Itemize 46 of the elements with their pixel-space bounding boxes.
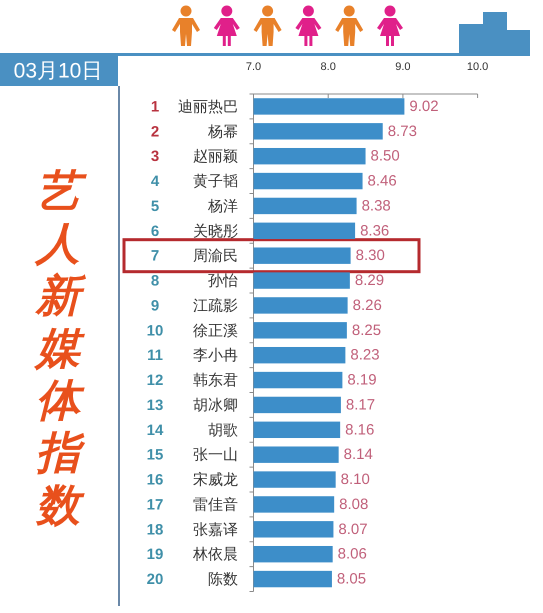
category-label: 16 宋威龙 bbox=[146, 471, 238, 488]
category-label: 17 雷佳音 bbox=[146, 496, 238, 513]
text: 艺人新媒体指数 bbox=[33, 167, 87, 530]
x-tick-label: 9.0 bbox=[395, 61, 411, 73]
x-tick-label: 10.0 bbox=[466, 61, 488, 73]
data-label: 8.05 bbox=[336, 570, 366, 588]
category-label: 10 徐正溪 bbox=[146, 322, 238, 339]
category-label: 6 关晓彤 bbox=[150, 222, 238, 240]
data-label: 8.38 bbox=[362, 197, 391, 214]
data-label: 8.14 bbox=[344, 446, 373, 464]
category-label: 20 陈数 bbox=[146, 570, 238, 588]
data-label: 8.30 bbox=[356, 247, 385, 264]
category-label: 15 张一山 bbox=[146, 446, 238, 464]
category-label: 8 孙怡 bbox=[150, 272, 238, 290]
text: 03月10日 bbox=[14, 60, 102, 82]
category-label: 5 杨洋 bbox=[150, 197, 238, 214]
category-label: 13 胡冰卿 bbox=[146, 396, 238, 414]
data-label: 8.46 bbox=[368, 172, 397, 190]
category-label: 4 黄子韬 bbox=[150, 172, 238, 190]
data-label: 8.16 bbox=[345, 421, 374, 438]
category-label: 12 韩东君 bbox=[146, 372, 238, 389]
data-label: 8.50 bbox=[370, 148, 400, 165]
category-label: 9 江疏影 bbox=[150, 296, 238, 314]
data-label: 8.10 bbox=[340, 471, 370, 488]
category-label: 1 迪丽热巴 bbox=[150, 98, 238, 115]
data-label: 8.06 bbox=[338, 546, 367, 563]
data-label: 8.17 bbox=[346, 396, 376, 414]
x-tick-label: 8.0 bbox=[320, 61, 336, 73]
data-label: 8.07 bbox=[338, 520, 368, 538]
data-label: 9.02 bbox=[409, 98, 439, 115]
category-label: 11 李小冉 bbox=[147, 346, 238, 364]
data-label: 8.08 bbox=[339, 496, 368, 513]
data-label: 8.36 bbox=[360, 222, 390, 240]
data-label: 8.25 bbox=[352, 322, 382, 339]
category-label: 7 周渝民 bbox=[150, 247, 238, 264]
category-label: 3 赵丽颖 bbox=[150, 148, 238, 165]
data-label: 8.73 bbox=[388, 122, 417, 140]
data-label: 8.29 bbox=[354, 272, 384, 290]
category-label: 14 胡歌 bbox=[146, 421, 238, 438]
x-tick-label: 7.0 bbox=[246, 61, 262, 73]
data-label: 8.19 bbox=[347, 372, 377, 389]
data-label: 8.26 bbox=[352, 296, 382, 314]
data-label: 8.23 bbox=[350, 346, 380, 364]
category-label: 19 林依晨 bbox=[146, 546, 238, 563]
category-label: 18 张嘉译 bbox=[146, 520, 238, 538]
category-label: 2 杨幂 bbox=[150, 122, 238, 140]
